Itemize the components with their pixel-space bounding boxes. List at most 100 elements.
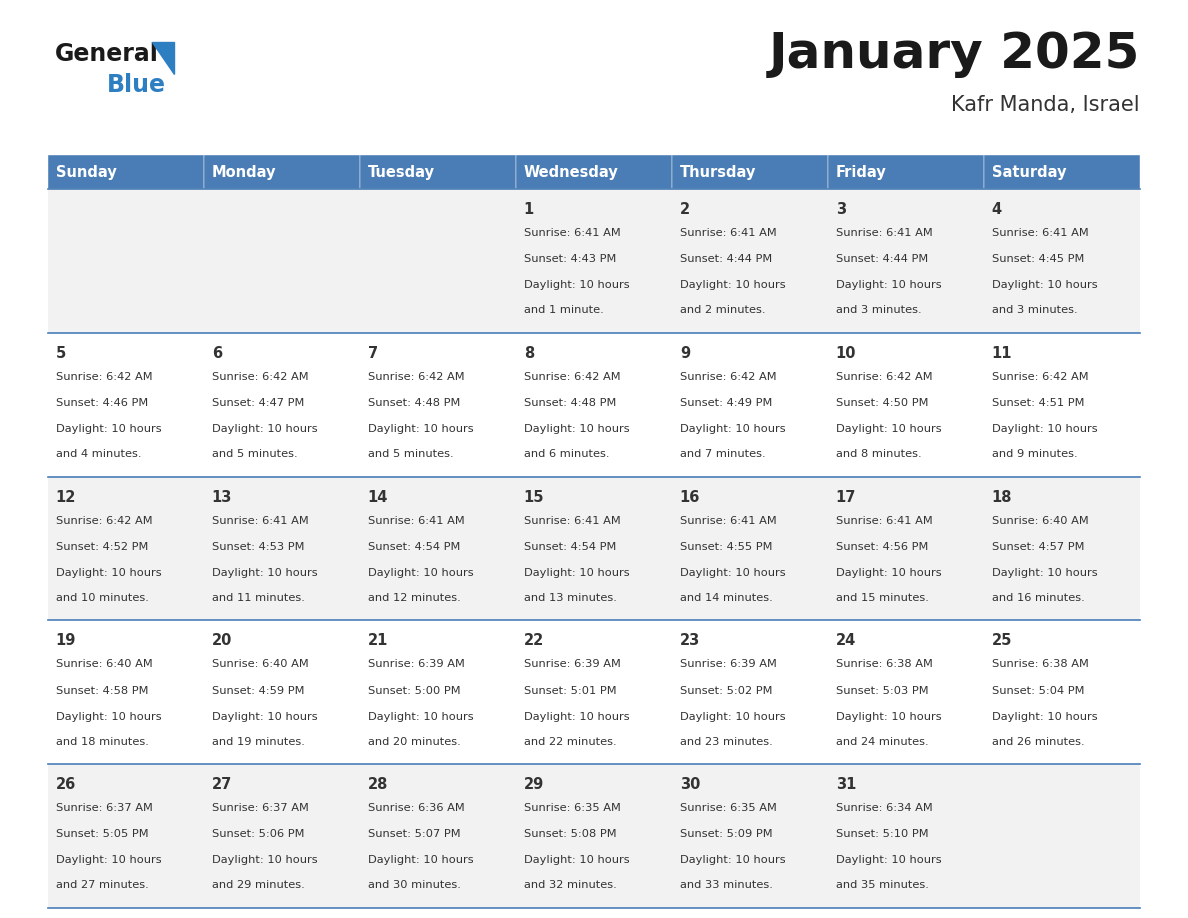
Text: 10: 10: [836, 346, 857, 361]
Text: 11: 11: [992, 346, 1012, 361]
Text: 14: 14: [368, 489, 388, 505]
Text: Daylight: 10 hours: Daylight: 10 hours: [992, 568, 1098, 577]
Text: Sunset: 4:44 PM: Sunset: 4:44 PM: [680, 254, 772, 264]
Text: 16: 16: [680, 489, 700, 505]
Bar: [984, 764, 1140, 908]
Text: Sunrise: 6:39 AM: Sunrise: 6:39 AM: [368, 659, 465, 669]
Text: and 32 minutes.: and 32 minutes.: [524, 880, 617, 890]
Text: Sunset: 4:46 PM: Sunset: 4:46 PM: [56, 397, 148, 408]
Bar: [360, 476, 516, 621]
Text: 31: 31: [836, 778, 857, 792]
Text: Sunrise: 6:41 AM: Sunrise: 6:41 AM: [368, 516, 465, 526]
Text: 4: 4: [992, 202, 1001, 217]
Text: Daylight: 10 hours: Daylight: 10 hours: [211, 568, 317, 577]
Text: 12: 12: [56, 489, 76, 505]
Bar: [48, 189, 204, 333]
Bar: [828, 155, 984, 189]
Text: 2: 2: [680, 202, 690, 217]
Text: Sunset: 4:55 PM: Sunset: 4:55 PM: [680, 542, 772, 552]
Text: Sunrise: 6:40 AM: Sunrise: 6:40 AM: [992, 516, 1088, 526]
Text: 24: 24: [836, 633, 857, 648]
Text: and 15 minutes.: and 15 minutes.: [836, 593, 929, 603]
Text: Sunrise: 6:41 AM: Sunrise: 6:41 AM: [211, 516, 309, 526]
Text: Daylight: 10 hours: Daylight: 10 hours: [992, 280, 1098, 290]
Text: and 23 minutes.: and 23 minutes.: [680, 736, 772, 746]
Polygon shape: [152, 42, 173, 74]
Text: Daylight: 10 hours: Daylight: 10 hours: [680, 280, 785, 290]
Text: Daylight: 10 hours: Daylight: 10 hours: [836, 280, 941, 290]
Bar: [984, 333, 1140, 476]
Text: Sunrise: 6:41 AM: Sunrise: 6:41 AM: [524, 228, 620, 238]
Bar: [984, 189, 1140, 333]
Text: Sunset: 5:04 PM: Sunset: 5:04 PM: [992, 686, 1085, 696]
Text: Sunrise: 6:38 AM: Sunrise: 6:38 AM: [836, 659, 933, 669]
Text: Sunset: 4:50 PM: Sunset: 4:50 PM: [836, 397, 928, 408]
Text: 25: 25: [992, 633, 1012, 648]
Text: Daylight: 10 hours: Daylight: 10 hours: [56, 711, 162, 722]
Text: 26: 26: [56, 778, 76, 792]
Text: Sunrise: 6:40 AM: Sunrise: 6:40 AM: [211, 659, 309, 669]
Text: Daylight: 10 hours: Daylight: 10 hours: [56, 424, 162, 434]
Text: Sunrise: 6:42 AM: Sunrise: 6:42 AM: [992, 372, 1088, 382]
Text: and 33 minutes.: and 33 minutes.: [680, 880, 772, 890]
Bar: [204, 155, 360, 189]
Text: Sunrise: 6:35 AM: Sunrise: 6:35 AM: [680, 803, 777, 813]
Text: Sunrise: 6:37 AM: Sunrise: 6:37 AM: [56, 803, 153, 813]
Text: Sunset: 4:56 PM: Sunset: 4:56 PM: [836, 542, 928, 552]
Text: Sunset: 5:02 PM: Sunset: 5:02 PM: [680, 686, 772, 696]
Text: and 10 minutes.: and 10 minutes.: [56, 593, 148, 603]
Bar: [672, 333, 828, 476]
Text: and 3 minutes.: and 3 minutes.: [992, 305, 1078, 315]
Text: Daylight: 10 hours: Daylight: 10 hours: [524, 280, 630, 290]
Text: 28: 28: [368, 778, 388, 792]
Text: Sunset: 5:08 PM: Sunset: 5:08 PM: [524, 829, 617, 839]
Bar: [672, 476, 828, 621]
Text: Sunrise: 6:41 AM: Sunrise: 6:41 AM: [992, 228, 1088, 238]
Text: Monday: Monday: [211, 164, 277, 180]
Bar: [828, 621, 984, 764]
Text: and 22 minutes.: and 22 minutes.: [524, 736, 617, 746]
Bar: [48, 476, 204, 621]
Text: Daylight: 10 hours: Daylight: 10 hours: [680, 711, 785, 722]
Text: Sunrise: 6:42 AM: Sunrise: 6:42 AM: [211, 372, 309, 382]
Bar: [204, 333, 360, 476]
Text: and 14 minutes.: and 14 minutes.: [680, 593, 772, 603]
Bar: [516, 333, 672, 476]
Text: Daylight: 10 hours: Daylight: 10 hours: [368, 568, 474, 577]
Bar: [48, 764, 204, 908]
Text: and 35 minutes.: and 35 minutes.: [836, 880, 929, 890]
Text: Sunrise: 6:39 AM: Sunrise: 6:39 AM: [524, 659, 620, 669]
Text: General: General: [55, 42, 159, 66]
Text: Sunrise: 6:41 AM: Sunrise: 6:41 AM: [524, 516, 620, 526]
Text: Sunrise: 6:42 AM: Sunrise: 6:42 AM: [56, 372, 152, 382]
Text: Sunrise: 6:34 AM: Sunrise: 6:34 AM: [836, 803, 933, 813]
Text: Sunset: 4:45 PM: Sunset: 4:45 PM: [992, 254, 1085, 264]
Text: Sunset: 4:52 PM: Sunset: 4:52 PM: [56, 542, 148, 552]
Text: 13: 13: [211, 489, 232, 505]
Text: Sunrise: 6:41 AM: Sunrise: 6:41 AM: [836, 516, 933, 526]
Text: 6: 6: [211, 346, 222, 361]
Text: Sunrise: 6:42 AM: Sunrise: 6:42 AM: [524, 372, 620, 382]
Text: Sunset: 5:07 PM: Sunset: 5:07 PM: [368, 829, 461, 839]
Text: Sunrise: 6:38 AM: Sunrise: 6:38 AM: [992, 659, 1088, 669]
Text: and 7 minutes.: and 7 minutes.: [680, 449, 765, 459]
Text: Sunset: 5:10 PM: Sunset: 5:10 PM: [836, 829, 929, 839]
Bar: [48, 155, 204, 189]
Text: Daylight: 10 hours: Daylight: 10 hours: [368, 424, 474, 434]
Text: 1: 1: [524, 202, 535, 217]
Bar: [516, 621, 672, 764]
Text: Blue: Blue: [107, 73, 166, 97]
Text: Daylight: 10 hours: Daylight: 10 hours: [211, 856, 317, 866]
Text: 9: 9: [680, 346, 690, 361]
Bar: [360, 189, 516, 333]
Text: and 3 minutes.: and 3 minutes.: [836, 305, 922, 315]
Bar: [360, 333, 516, 476]
Text: 30: 30: [680, 778, 700, 792]
Text: Daylight: 10 hours: Daylight: 10 hours: [211, 711, 317, 722]
Text: Sunrise: 6:35 AM: Sunrise: 6:35 AM: [524, 803, 620, 813]
Text: Sunrise: 6:42 AM: Sunrise: 6:42 AM: [680, 372, 777, 382]
Text: Daylight: 10 hours: Daylight: 10 hours: [680, 856, 785, 866]
Bar: [516, 476, 672, 621]
Text: 18: 18: [992, 489, 1012, 505]
Text: Daylight: 10 hours: Daylight: 10 hours: [680, 424, 785, 434]
